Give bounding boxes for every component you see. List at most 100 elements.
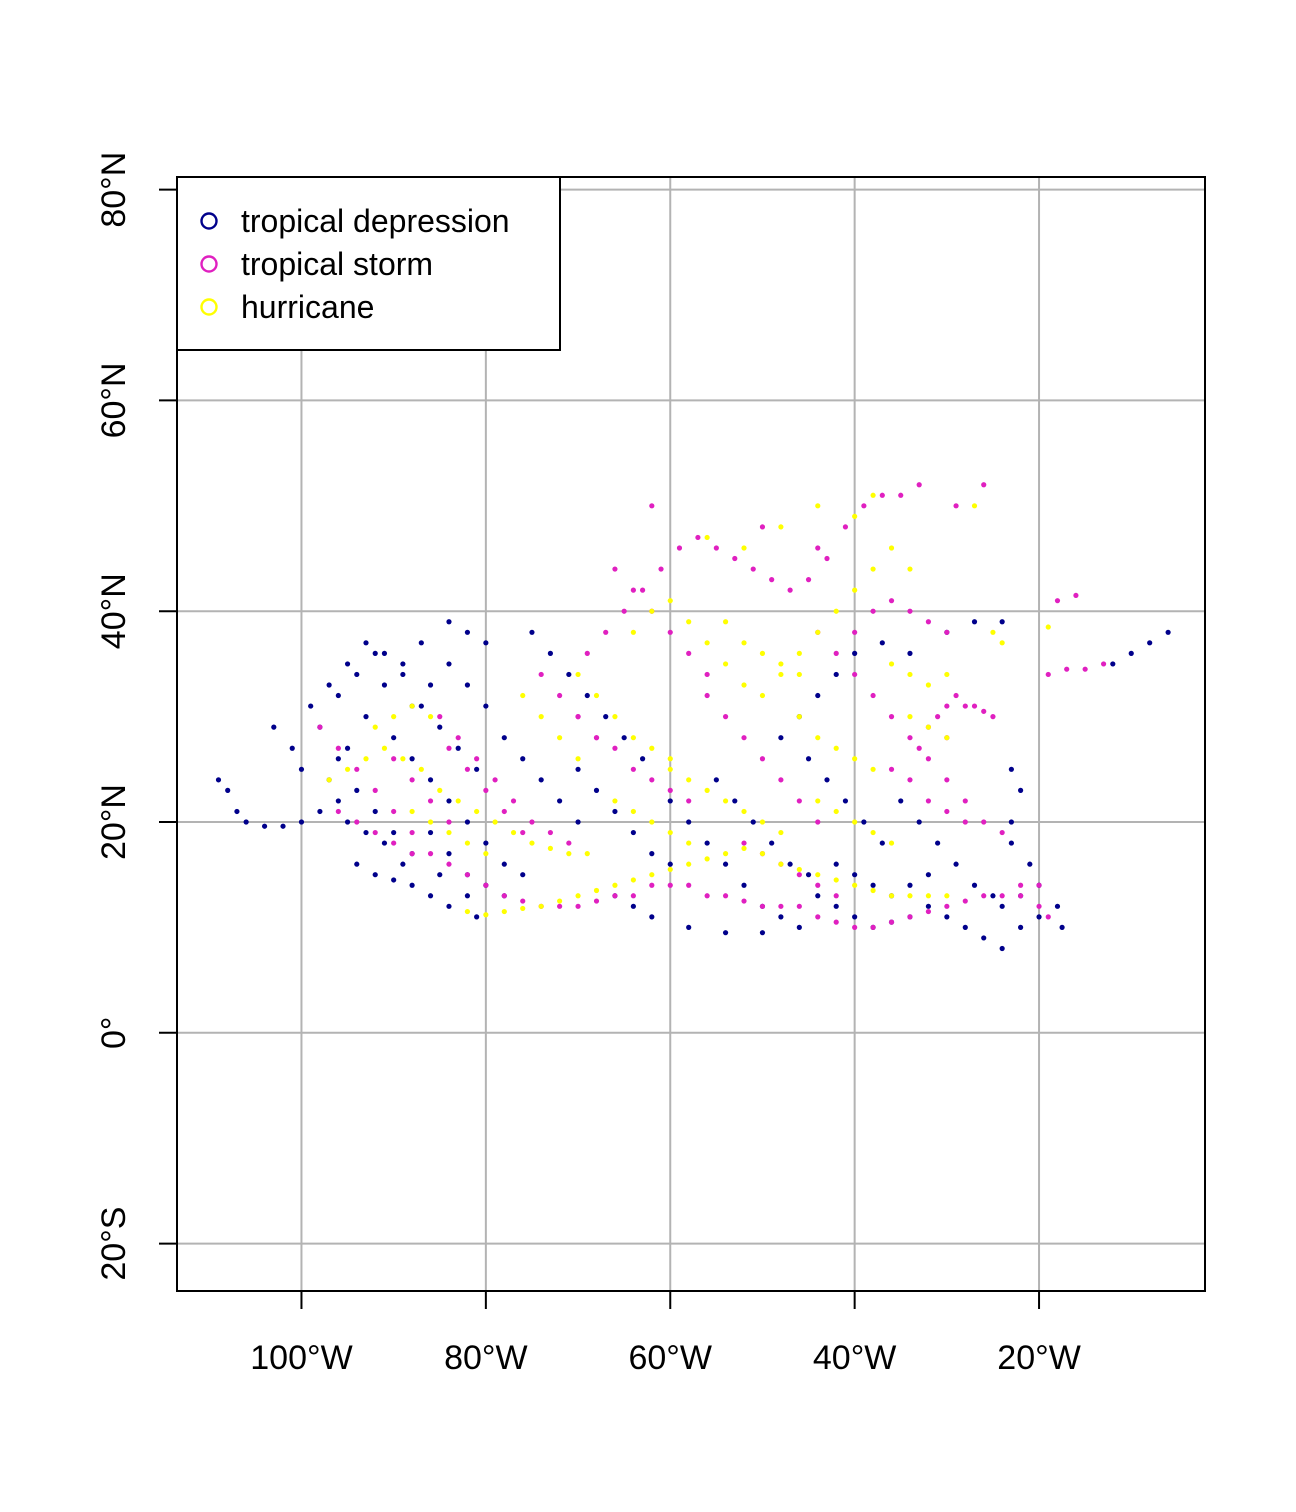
data-point xyxy=(427,777,434,783)
data-point xyxy=(925,903,932,909)
data-point xyxy=(603,714,609,720)
data-point xyxy=(464,629,471,635)
y-tick-label: 20°S xyxy=(95,1207,133,1281)
data-point xyxy=(815,819,821,825)
data-point xyxy=(612,566,618,572)
data-point xyxy=(464,840,471,846)
data-point xyxy=(778,661,784,667)
data-point xyxy=(1036,903,1042,909)
data-point xyxy=(584,851,590,857)
x-tick-label: 80°W xyxy=(444,1339,528,1377)
data-point xyxy=(778,735,784,741)
data-point xyxy=(427,819,434,825)
data-point xyxy=(1045,671,1051,678)
data-point xyxy=(990,893,996,899)
data-point xyxy=(483,912,489,918)
data-point xyxy=(962,924,968,930)
data-point xyxy=(225,787,231,793)
data-point xyxy=(759,851,766,857)
data-point xyxy=(584,692,590,699)
data-point xyxy=(907,914,913,920)
legend: tropical depression tropical storm hurrica… xyxy=(176,176,561,351)
data-point xyxy=(741,898,747,904)
data-point xyxy=(538,714,544,720)
data-point xyxy=(464,766,471,772)
data-point xyxy=(501,908,507,915)
data-point xyxy=(280,823,286,829)
data-point xyxy=(446,819,452,825)
data-point xyxy=(953,861,959,867)
data-point xyxy=(888,545,895,551)
data-point xyxy=(686,924,692,930)
data-point xyxy=(326,682,332,688)
data-point xyxy=(566,840,572,846)
data-point xyxy=(372,787,378,793)
data-point xyxy=(907,608,913,614)
data-point xyxy=(557,735,563,741)
data-point xyxy=(741,882,747,888)
data-point xyxy=(722,619,729,625)
data-point xyxy=(769,576,775,583)
data-point xyxy=(852,882,858,888)
data-point xyxy=(787,587,793,593)
data-point xyxy=(805,576,812,583)
data-point xyxy=(557,898,563,904)
data-point xyxy=(649,882,655,888)
legend-label: hurricane xyxy=(241,289,374,325)
data-point xyxy=(418,703,424,709)
data-point xyxy=(446,861,452,867)
data-point xyxy=(649,745,655,751)
data-point xyxy=(483,851,489,857)
data-point xyxy=(391,829,397,836)
data-point xyxy=(409,703,415,709)
data-point xyxy=(658,566,664,572)
data-point xyxy=(741,845,747,851)
data-point xyxy=(649,914,655,920)
data-point xyxy=(557,903,563,909)
data-point xyxy=(464,872,471,878)
data-point xyxy=(833,861,839,867)
data-point xyxy=(704,534,710,541)
data-point xyxy=(446,619,452,625)
data-point xyxy=(1054,598,1061,604)
data-point xyxy=(741,840,747,846)
data-point xyxy=(852,872,858,878)
data-point xyxy=(990,714,996,720)
data-point xyxy=(870,608,876,614)
legend-box xyxy=(176,176,561,351)
data-point xyxy=(999,945,1005,952)
data-point xyxy=(759,524,766,530)
data-point xyxy=(852,924,858,930)
data-point xyxy=(852,819,858,825)
data-point xyxy=(935,840,941,846)
legend-label: tropical depression xyxy=(241,203,510,239)
legend-marker xyxy=(200,298,218,316)
data-point xyxy=(888,766,895,772)
data-point xyxy=(566,851,572,857)
data-point xyxy=(944,629,950,635)
data-point xyxy=(722,893,729,899)
data-point xyxy=(243,819,249,825)
data-point xyxy=(335,692,341,699)
data-point xyxy=(1036,882,1042,888)
data-point xyxy=(833,608,839,614)
data-point xyxy=(308,703,314,709)
data-point xyxy=(372,724,378,730)
x-tick-label: 20°W xyxy=(997,1339,1081,1377)
data-point xyxy=(1018,893,1024,899)
data-point xyxy=(833,893,839,899)
data-point xyxy=(326,777,332,783)
data-point xyxy=(501,861,507,867)
data-point xyxy=(722,714,729,720)
data-point xyxy=(759,692,766,699)
data-point xyxy=(234,808,240,815)
data-point xyxy=(686,861,692,867)
data-point xyxy=(981,819,987,825)
data-point xyxy=(639,756,646,762)
data-point xyxy=(796,798,802,804)
data-point xyxy=(464,682,471,688)
data-point xyxy=(778,903,784,909)
data-point xyxy=(261,823,268,829)
data-point xyxy=(409,777,415,783)
data-point xyxy=(418,766,424,772)
